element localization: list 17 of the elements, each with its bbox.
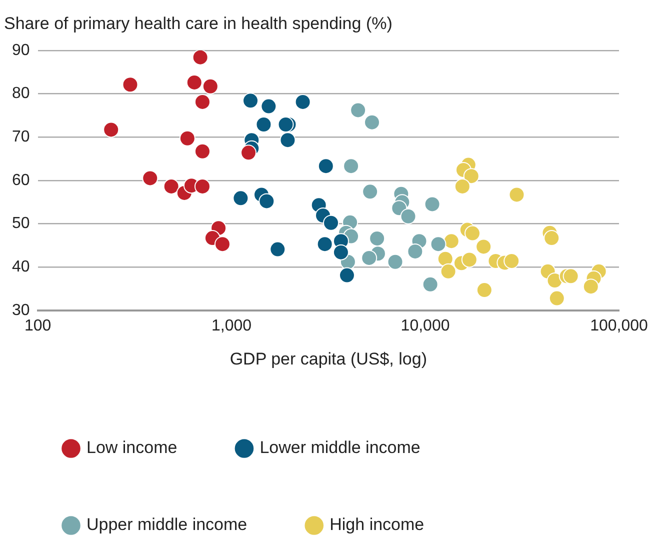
y-tick-label: 40 (12, 258, 30, 276)
chart-title: Share of primary health care in health spending (%) (4, 14, 392, 33)
legend-label: Upper middle income (86, 515, 248, 534)
x-tick-label: 100 (24, 317, 52, 334)
x-axis-title: GDP per capita (US$, log) (230, 349, 427, 368)
y-tick-label: 60 (12, 172, 30, 189)
legend-label: Low income (86, 438, 178, 458)
legend-label: Lower middle income (260, 438, 420, 458)
y-tick-label: 90 (12, 42, 30, 59)
y-tick-label: 80 (12, 85, 30, 102)
y-tick-label: 30 (12, 302, 30, 319)
y-tick-label: 70 (12, 128, 30, 146)
x-tick-label: 10,000 (400, 317, 450, 334)
x-tick-label: 1,000 (212, 317, 252, 334)
y-tick-label: 50 (12, 215, 30, 232)
legend-label: High income (330, 515, 424, 534)
x-tick-label: 100,000 (590, 317, 648, 334)
